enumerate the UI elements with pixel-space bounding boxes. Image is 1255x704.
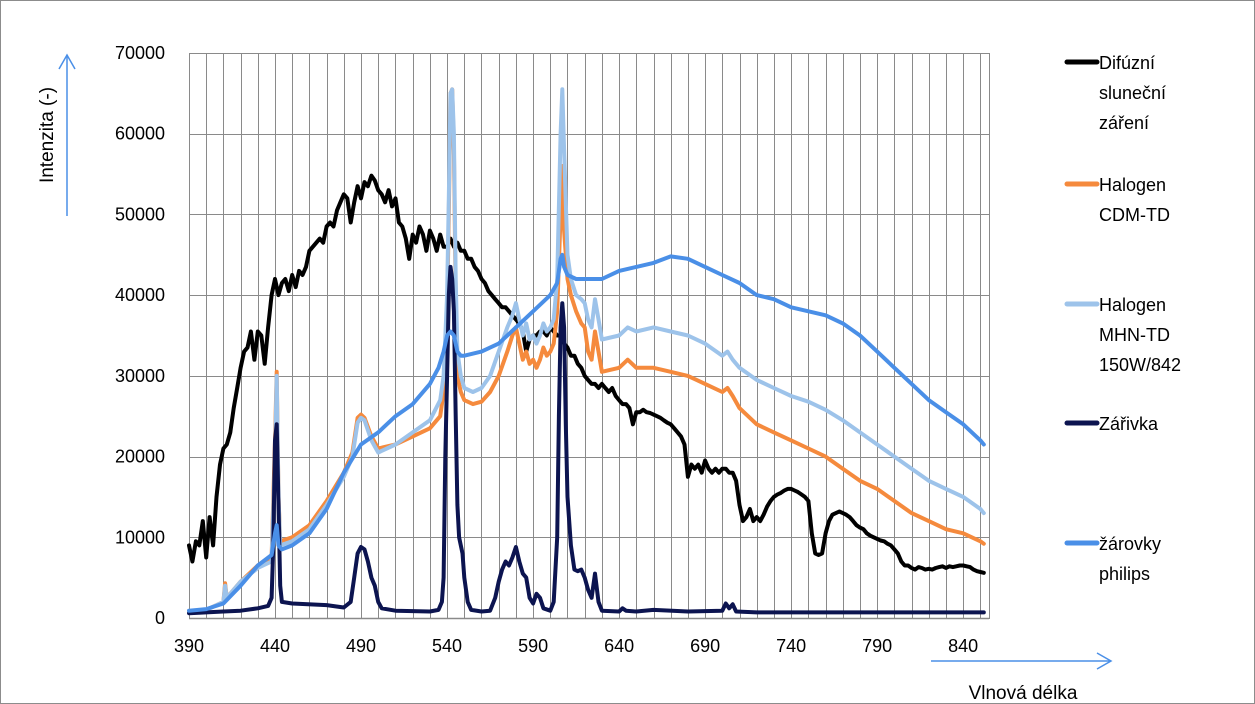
y-tick-label: 10000 <box>115 527 165 547</box>
y-tick-label: 20000 <box>115 447 165 467</box>
legend-label: 150W/842 <box>1099 355 1181 375</box>
legend-label: MHN-TD <box>1099 325 1170 345</box>
x-tick-label: 790 <box>862 636 892 656</box>
x-axis-arrow-head <box>1096 652 1113 670</box>
y-axis-title: Intenzita (-) <box>37 87 58 183</box>
x-tick-label: 440 <box>260 636 290 656</box>
y-tick-labels: 0 10000 20000 30000 40000 50000 60000 70000 <box>115 43 165 628</box>
x-tick-label: 690 <box>690 636 720 656</box>
y-tick-label: 0 <box>155 608 165 628</box>
y-axis-arrow-head <box>58 53 76 70</box>
legend-label: Halogen <box>1099 295 1166 315</box>
x-tick-label: 840 <box>948 636 978 656</box>
x-tick-label: 740 <box>776 636 806 656</box>
legend-label: philips <box>1099 564 1150 584</box>
y-tick-label: 30000 <box>115 366 165 386</box>
x-tick-label: 390 <box>174 636 204 656</box>
legend-label: Halogen <box>1099 175 1166 195</box>
legend-label: Difúzní <box>1099 53 1155 73</box>
legend: Difúzní sluneční záření Halogen CDM-TD Haloge… <box>1064 53 1181 584</box>
x-tick-label: 540 <box>432 636 462 656</box>
x-axis-title-group: Vlnová délka <box>931 652 1113 703</box>
y-tick-label: 40000 <box>115 285 165 305</box>
y-tick-label: 70000 <box>115 43 165 63</box>
plot-area <box>189 53 990 620</box>
series-line-1 <box>187 173 986 575</box>
x-tick-labels: 390 440 490 540 590 640 690 740 790 840 <box>174 636 978 656</box>
series-line-4 <box>187 264 986 616</box>
x-tick-label: 640 <box>604 636 634 656</box>
legend-label: CDM-TD <box>1099 205 1170 225</box>
legend-label: záření <box>1099 113 1149 133</box>
series-lines <box>187 87 986 616</box>
y-axis-title-group: Intenzita (-) <box>37 53 76 216</box>
legend-label: žárovky <box>1099 534 1161 554</box>
series-line-5 <box>187 252 986 613</box>
y-tick-label: 60000 <box>115 124 165 144</box>
x-tick-label: 590 <box>518 636 548 656</box>
x-tick-label: 490 <box>346 636 376 656</box>
legend-label: sluneční <box>1099 83 1166 103</box>
legend-label: Zářivka <box>1099 414 1159 434</box>
x-axis-title: Vlnová délka <box>969 683 1078 703</box>
y-tick-label: 50000 <box>115 204 165 224</box>
